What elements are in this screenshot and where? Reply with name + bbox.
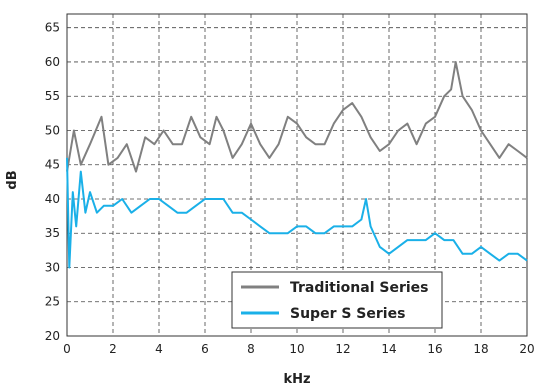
x-tick-label: 8 [247, 342, 255, 356]
x-tick-label: 0 [63, 342, 71, 356]
x-tick-label: 4 [155, 342, 163, 356]
x-tick-label: 2 [109, 342, 117, 356]
x-tick-label: 10 [289, 342, 304, 356]
y-tick-label: 50 [45, 123, 60, 137]
legend-label-traditional: Traditional Series [290, 280, 429, 296]
y-tick-label: 35 [45, 226, 60, 240]
x-tick-label: 20 [519, 342, 534, 356]
y-tick-label: 45 [45, 158, 60, 172]
legend-box [231, 271, 443, 329]
x-tick-label: 12 [335, 342, 350, 356]
x-tick-label: 14 [381, 342, 396, 356]
y-tick-label: 25 [45, 295, 60, 309]
y-tick-label: 30 [45, 260, 60, 274]
legend: Traditional Series Super S Series [231, 271, 443, 329]
series-line-super-s [66, 157, 528, 269]
series-layer [66, 61, 528, 269]
y-tick-label: 65 [45, 21, 60, 35]
x-tick-labels: 0 2 4 6 8 10 12 14 16 18 20 [63, 342, 534, 356]
legend-label-super-s: Super S Series [290, 306, 405, 322]
y-tick-label: 40 [45, 192, 60, 206]
x-tick-label: 18 [473, 342, 488, 356]
x-tick-label: 6 [201, 342, 209, 356]
y-tick-label: 60 [45, 55, 60, 69]
y-tick-labels: 20 25 30 35 40 45 50 55 60 65 [45, 21, 60, 343]
y-axis-title: dB [5, 170, 20, 189]
y-tick-label: 55 [45, 89, 60, 103]
series-line-traditional [66, 61, 528, 173]
x-axis-title: kHz [283, 372, 310, 387]
y-tick-label: 20 [45, 329, 60, 343]
x-tick-label: 16 [427, 342, 442, 356]
